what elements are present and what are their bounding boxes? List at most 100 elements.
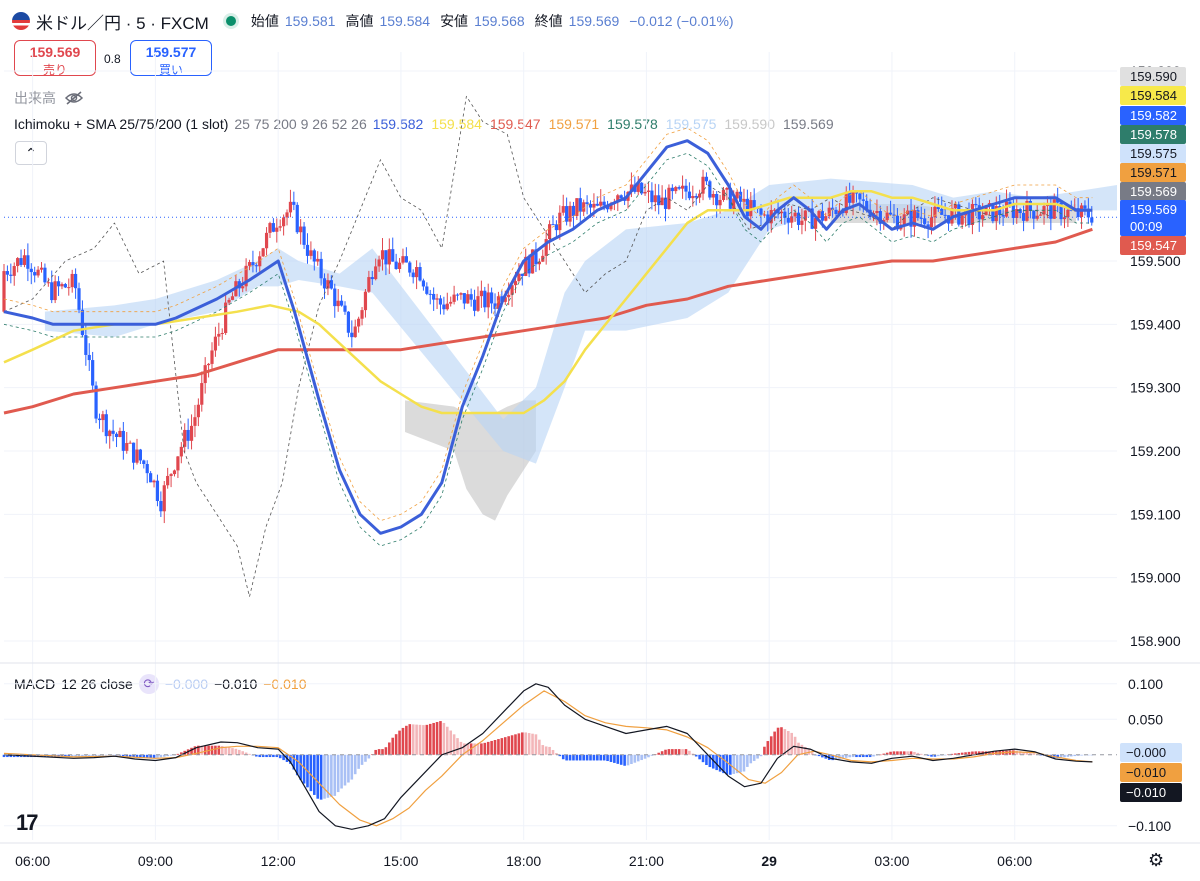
- candle-body-154: [527, 256, 531, 274]
- candle-body-262: [895, 215, 900, 230]
- macd-bar-87: [299, 754, 302, 780]
- candle-body-180: [616, 195, 620, 203]
- candle-body-11: [39, 267, 44, 270]
- macd-bar-0: [2, 754, 6, 758]
- candle-body-77: [264, 232, 269, 249]
- macd-bar-250: [855, 754, 858, 758]
- sell-button[interactable]: 159.569 売り: [14, 40, 96, 77]
- candle-body-308: [1052, 199, 1056, 219]
- candle-body-173: [592, 203, 596, 208]
- price-tag-bg-1: [1120, 86, 1186, 105]
- candle-body-99: [339, 300, 344, 306]
- macd-bar-148: [507, 736, 510, 755]
- candle-body-4: [16, 258, 20, 267]
- macd-bar-164: [561, 754, 565, 760]
- candle-body-121: [415, 267, 419, 278]
- candle-body-206: [704, 176, 709, 182]
- macd-bar-115: [394, 734, 398, 755]
- eye-off-icon[interactable]: [64, 90, 84, 106]
- candle-body-95: [326, 280, 330, 289]
- low-label: 安値: [440, 13, 469, 29]
- candle-body-38: [131, 442, 136, 463]
- macd-bar-309: [1056, 754, 1059, 758]
- macd-bar-90: [309, 754, 313, 792]
- macd-bar-104: [357, 754, 360, 769]
- candle-body-247: [844, 191, 848, 214]
- macd-bar-302: [1032, 753, 1036, 755]
- volume-legend[interactable]: 出来高: [14, 88, 84, 108]
- macd-bar-154: [527, 733, 531, 755]
- candle-body-148: [507, 294, 511, 298]
- settings-gear-icon[interactable]: ⚙: [1148, 850, 1165, 870]
- macd-bar-190: [650, 754, 654, 756]
- close-value: 159.569: [568, 13, 620, 29]
- macd-bar-170: [582, 754, 585, 761]
- candle-body-260: [888, 212, 893, 215]
- candle-body-184: [629, 184, 634, 192]
- macd-tag-2: −0.010: [1126, 785, 1166, 800]
- macd-line: [3, 683, 1093, 830]
- candle-body-168: [575, 198, 579, 216]
- indicator-legend[interactable]: Ichimoku + SMA 25/75/200 (1 slot) 25 75 …: [14, 116, 834, 132]
- macd-bar-319: [1090, 754, 1094, 756]
- macd-bar-211: [722, 754, 725, 774]
- y-tick-label-3: 159.300: [1130, 380, 1181, 396]
- candle-body-9: [33, 272, 37, 276]
- macd-bar-69: [237, 749, 241, 755]
- macd-bar-46: [159, 754, 163, 758]
- candle-body-290: [991, 203, 995, 222]
- candle-body-268: [916, 210, 920, 218]
- macd-bar-135: [463, 743, 466, 755]
- macd-bar-111: [381, 749, 384, 755]
- macd-bar-128: [439, 721, 442, 755]
- macd-bar-225: [769, 736, 773, 755]
- symbol-title[interactable]: 米ドル／円 · 5 · FXCM: [36, 13, 209, 33]
- candle-body-43: [149, 473, 153, 483]
- collapse-legend-button[interactable]: ⌃: [15, 141, 47, 165]
- macd-bar-48: [166, 754, 169, 757]
- macd-bar-285: [974, 751, 978, 755]
- candle-body-129: [442, 304, 446, 310]
- macd-bar-103: [353, 754, 357, 775]
- macd-bar-153: [524, 732, 528, 755]
- candle-body-223: [762, 214, 767, 216]
- candle-body-233: [796, 212, 801, 225]
- candle-body-209: [715, 193, 719, 206]
- candle-body-48: [166, 475, 170, 486]
- buy-button[interactable]: 159.577 買い: [130, 40, 212, 77]
- macd-bar-11: [40, 754, 43, 758]
- macd-bar-157: [538, 739, 541, 755]
- candle-body-291: [994, 206, 998, 222]
- macd-bar-36: [125, 754, 129, 757]
- candle-body-241: [824, 216, 828, 221]
- macd-bar-95: [326, 754, 330, 798]
- macd-bar-21: [74, 754, 77, 757]
- macd-bar-23: [81, 754, 84, 757]
- candle-body-16: [56, 281, 61, 287]
- candle-body-93: [319, 258, 323, 279]
- macd-bar-218: [746, 754, 749, 767]
- indicator-value-2: 159.547: [489, 116, 541, 132]
- candle-body-312: [1066, 209, 1070, 218]
- kijun-line: [3, 152, 1093, 547]
- macd-histogram: [2, 721, 1094, 800]
- macd-bar-112: [384, 747, 388, 755]
- y-tick-label-5: 159.100: [1130, 506, 1181, 522]
- macd-bar-259: [885, 752, 889, 755]
- macd-bar-279: [954, 753, 957, 755]
- candle-body-57: [196, 404, 200, 418]
- candle-body-287: [981, 215, 985, 220]
- macd-bar-132: [452, 734, 456, 755]
- macd-bar-174: [596, 754, 599, 761]
- macd-bar-52: [180, 752, 183, 755]
- macd-bar-82: [282, 754, 285, 761]
- macd-bar-165: [565, 754, 568, 761]
- macd-bar-178: [609, 754, 613, 762]
- price-tag-bg-3: [1120, 125, 1186, 144]
- candle-body-122: [418, 267, 422, 281]
- candle-body-170: [582, 202, 586, 212]
- candle-body-204: [698, 193, 702, 198]
- candle-body-39: [135, 449, 139, 463]
- macd-bar-151: [517, 733, 521, 755]
